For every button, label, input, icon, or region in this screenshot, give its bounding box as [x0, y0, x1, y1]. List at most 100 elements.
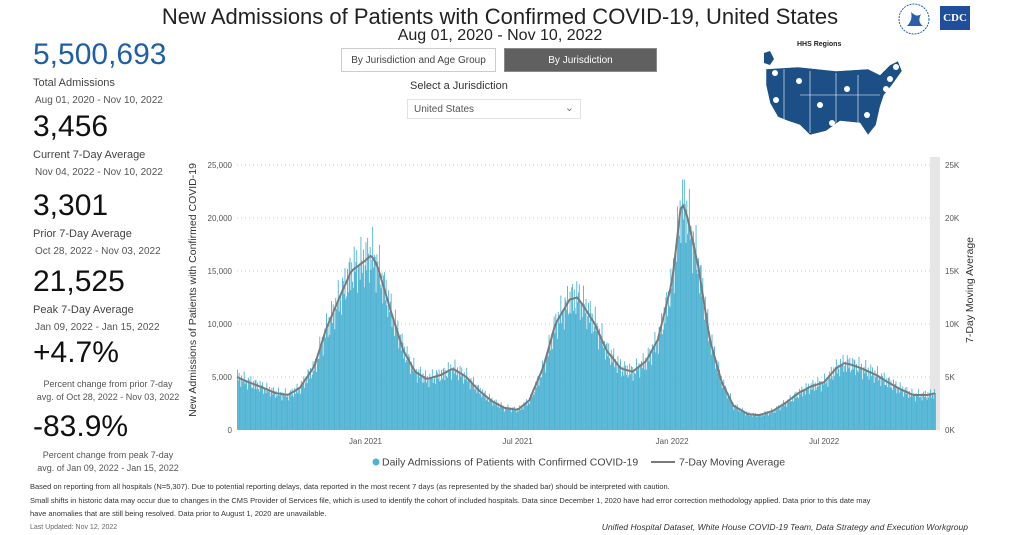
- daily-bar: [931, 392, 933, 430]
- daily-bar: [721, 387, 723, 430]
- daily-bar: [256, 389, 258, 430]
- daily-bar: [843, 371, 845, 430]
- daily-bar: [830, 366, 832, 430]
- daily-bar: [576, 281, 578, 430]
- daily-bar: [800, 390, 802, 430]
- daily-bar: [312, 361, 314, 430]
- daily-bar: [674, 259, 676, 430]
- daily-bar: [259, 380, 261, 430]
- daily-bar: [260, 387, 262, 430]
- daily-bar: [481, 397, 483, 430]
- daily-bar: [627, 377, 629, 430]
- daily-bar: [524, 404, 526, 430]
- daily-bar: [534, 391, 536, 430]
- daily-bar: [854, 360, 856, 430]
- x-tick-label: Jan 2021: [349, 437, 382, 446]
- daily-bar: [685, 242, 687, 430]
- daily-bar: [308, 371, 310, 430]
- daily-bar: [455, 369, 457, 430]
- daily-bar: [857, 372, 859, 430]
- kpi-total-range: Aug 01, 2020 - Nov 10, 2022: [35, 95, 163, 106]
- y-tick-label: 5,000: [212, 373, 233, 382]
- daily-bar: [324, 328, 326, 430]
- daily-bar: [934, 389, 936, 430]
- daily-bar: [817, 377, 819, 430]
- daily-bar: [262, 382, 264, 430]
- daily-bar: [549, 345, 551, 430]
- daily-bar: [466, 367, 468, 430]
- daily-bar: [688, 188, 690, 430]
- tab-by-jurisdiction[interactable]: By Jurisdiction: [504, 48, 657, 72]
- daily-bar: [362, 272, 364, 430]
- hhs-regions-map[interactable]: [740, 45, 910, 140]
- kpi-prior-change-range: avg. of Oct 28, 2022 - Nov 03, 2022: [36, 392, 180, 402]
- daily-bar: [758, 416, 760, 430]
- daily-bar: [815, 389, 817, 430]
- kpi-current-value: 3,456: [33, 110, 109, 143]
- daily-bar: [633, 368, 635, 430]
- daily-bar: [670, 268, 672, 430]
- daily-bar: [239, 378, 241, 430]
- daily-bar: [600, 340, 602, 430]
- daily-bar: [793, 393, 795, 430]
- daily-bar: [824, 383, 826, 430]
- daily-bar: [912, 396, 914, 430]
- daily-bar: [301, 384, 303, 430]
- daily-bar: [543, 365, 545, 430]
- daily-bar: [356, 250, 358, 430]
- daily-bar: [551, 333, 553, 430]
- daily-bar: [774, 412, 776, 430]
- daily-bar: [311, 374, 313, 430]
- daily-bar: [809, 388, 811, 430]
- daily-bar: [599, 328, 600, 430]
- daily-bar: [415, 373, 416, 430]
- daily-bar: [726, 398, 728, 430]
- daily-bar: [452, 368, 453, 430]
- daily-bar: [583, 285, 584, 430]
- y2-tick-label: 0K: [945, 426, 955, 435]
- daily-bar: [507, 404, 509, 430]
- daily-bar: [860, 367, 862, 430]
- daily-bar: [306, 383, 308, 430]
- daily-bar: [776, 406, 778, 430]
- daily-bar: [586, 329, 588, 430]
- daily-bar: [661, 313, 663, 430]
- daily-bar: [724, 389, 726, 430]
- daily-bar: [505, 408, 507, 430]
- daily-bar: [537, 375, 539, 430]
- daily-bar: [743, 410, 745, 430]
- daily-bar: [709, 332, 710, 430]
- daily-bar: [620, 359, 621, 430]
- daily-bar: [515, 410, 516, 430]
- daily-bar: [598, 349, 600, 430]
- daily-bar: [554, 333, 556, 430]
- daily-bar: [914, 393, 915, 430]
- daily-bar: [826, 377, 828, 430]
- daily-bar: [697, 274, 699, 430]
- daily-bar: [662, 329, 664, 430]
- daily-bar: [451, 379, 453, 430]
- daily-bar: [539, 374, 541, 430]
- hhs-logo: [897, 2, 931, 41]
- daily-bar: [559, 317, 561, 430]
- daily-bar: [447, 362, 449, 430]
- daily-bar: [888, 377, 890, 430]
- y-tick-label: 20,000: [208, 214, 233, 223]
- daily-bar: [882, 375, 883, 430]
- daily-bar: [488, 393, 490, 430]
- daily-bar: [687, 233, 689, 430]
- daily-bar: [669, 307, 671, 430]
- daily-bar: [491, 397, 493, 430]
- daily-bar: [436, 370, 437, 430]
- daily-bar: [699, 265, 701, 430]
- daily-bar: [584, 313, 586, 430]
- daily-bar: [555, 313, 557, 430]
- daily-bar: [320, 349, 322, 430]
- daily-bar: [315, 371, 317, 430]
- daily-bar: [320, 345, 322, 430]
- daily-bar: [761, 413, 763, 430]
- daily-bar: [742, 412, 744, 430]
- tab-by-jurisdiction-and-age-group[interactable]: By Jurisdiction and Age Group: [341, 48, 496, 72]
- jurisdiction-select[interactable]: United States ⌄: [407, 99, 581, 119]
- daily-bar: [675, 251, 677, 430]
